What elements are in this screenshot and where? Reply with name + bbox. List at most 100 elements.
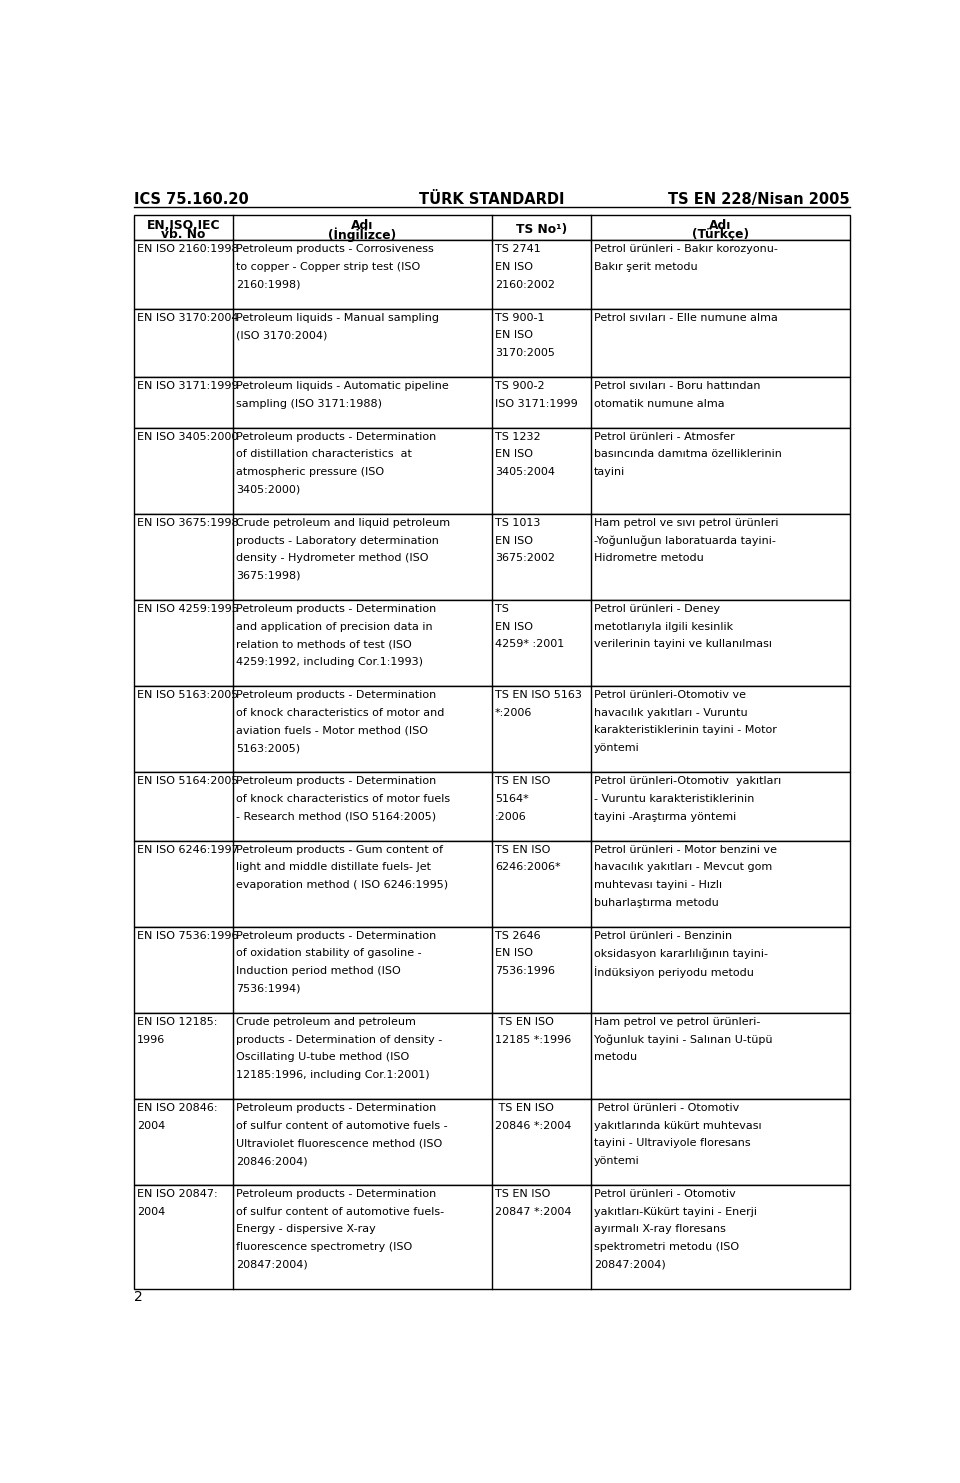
Text: 2160:2002: 2160:2002 xyxy=(495,280,555,289)
Text: Petroleum products - Determination: Petroleum products - Determination xyxy=(236,1189,436,1200)
Text: vb. No: vb. No xyxy=(161,227,205,240)
Bar xyxy=(134,1099,850,1185)
Text: yöntemi: yöntemi xyxy=(594,1157,639,1166)
Bar xyxy=(134,240,850,308)
Text: fluorescence spectrometry (ISO: fluorescence spectrometry (ISO xyxy=(236,1243,412,1252)
Text: EN ISO 3171:1999: EN ISO 3171:1999 xyxy=(137,381,239,392)
Text: Yoğunluk tayini - Salınan U-tüpü: Yoğunluk tayini - Salınan U-tüpü xyxy=(594,1035,773,1046)
Text: Petroleum products - Determination: Petroleum products - Determination xyxy=(236,604,436,614)
Text: havacılık yakıtları - Vuruntu: havacılık yakıtları - Vuruntu xyxy=(594,707,748,718)
Text: 20847:2004): 20847:2004) xyxy=(594,1261,665,1269)
Text: ISO 3171:1999: ISO 3171:1999 xyxy=(495,399,578,409)
Text: of knock characteristics of motor and: of knock characteristics of motor and xyxy=(236,707,444,718)
Text: 20847 *:2004: 20847 *:2004 xyxy=(495,1207,571,1218)
Text: 2004: 2004 xyxy=(137,1207,165,1218)
Text: 3675:2002: 3675:2002 xyxy=(495,553,555,564)
Text: 4259:1992, including Cor.1:1993): 4259:1992, including Cor.1:1993) xyxy=(236,657,422,667)
Text: EN ISO 5163:2005: EN ISO 5163:2005 xyxy=(137,690,238,700)
Bar xyxy=(134,927,850,1013)
Text: Ultraviolet fluorescence method (ISO: Ultraviolet fluorescence method (ISO xyxy=(236,1139,443,1148)
Text: Petrol ürünleri - Motor benzini ve: Petrol ürünleri - Motor benzini ve xyxy=(594,845,777,854)
Text: TS EN ISO: TS EN ISO xyxy=(495,1017,554,1026)
Text: :2006: :2006 xyxy=(495,811,527,822)
Text: TS No¹): TS No¹) xyxy=(516,224,567,236)
Text: EN ISO 4259:1995: EN ISO 4259:1995 xyxy=(137,604,239,614)
Text: muhtevası tayini - Hızlı: muhtevası tayini - Hızlı xyxy=(594,879,722,890)
Text: 5163:2005): 5163:2005) xyxy=(236,743,300,753)
Text: tayini - Ultraviyole floresans: tayini - Ultraviyole floresans xyxy=(594,1139,751,1148)
Text: ICS 75.160.20: ICS 75.160.20 xyxy=(134,191,249,206)
Text: 12185 *:1996: 12185 *:1996 xyxy=(495,1035,571,1044)
Text: Ham petrol ve sıvı petrol ürünleri: Ham petrol ve sıvı petrol ürünleri xyxy=(594,518,779,528)
Text: EN ISO: EN ISO xyxy=(495,262,533,271)
Text: products - Determination of density -: products - Determination of density - xyxy=(236,1035,443,1044)
Text: - Vuruntu karakteristiklerinin: - Vuruntu karakteristiklerinin xyxy=(594,793,755,804)
Text: Petroleum products - Determination: Petroleum products - Determination xyxy=(236,690,436,700)
Text: EN ISO 2160:1998: EN ISO 2160:1998 xyxy=(137,245,239,254)
Text: TS 900-1: TS 900-1 xyxy=(495,313,544,323)
Text: EN ISO: EN ISO xyxy=(495,331,533,340)
Bar xyxy=(134,1013,850,1099)
Text: havacılık yakıtları - Mevcut gom: havacılık yakıtları - Mevcut gom xyxy=(594,862,772,872)
Text: of oxidation stability of gasoline -: of oxidation stability of gasoline - xyxy=(236,949,421,958)
Text: EN ISO: EN ISO xyxy=(495,535,533,546)
Text: 20846 *:2004: 20846 *:2004 xyxy=(495,1121,571,1130)
Text: yöntemi: yöntemi xyxy=(594,743,639,753)
Bar xyxy=(134,377,850,429)
Text: EN ISO 5164:2005: EN ISO 5164:2005 xyxy=(137,776,238,786)
Text: EN ISO 20847:: EN ISO 20847: xyxy=(137,1189,218,1200)
Text: Crude petroleum and liquid petroleum: Crude petroleum and liquid petroleum xyxy=(236,518,450,528)
Text: TS EN ISO 5163: TS EN ISO 5163 xyxy=(495,690,582,700)
Text: metotlarıyla ilgili kesinlik: metotlarıyla ilgili kesinlik xyxy=(594,621,733,632)
Text: basıncında damıtma özelliklerinin: basıncında damıtma özelliklerinin xyxy=(594,449,781,460)
Text: ayırmalı X-ray floresans: ayırmalı X-ray floresans xyxy=(594,1225,726,1234)
Text: 6246:2006*: 6246:2006* xyxy=(495,862,561,872)
Text: otomatik numune alma: otomatik numune alma xyxy=(594,399,725,409)
Text: Energy - dispersive X-ray: Energy - dispersive X-ray xyxy=(236,1225,375,1234)
Text: TS EN ISO: TS EN ISO xyxy=(495,776,550,786)
Text: - Research method (ISO 5164:2005): - Research method (ISO 5164:2005) xyxy=(236,811,436,822)
Text: Petroleum liquids - Manual sampling: Petroleum liquids - Manual sampling xyxy=(236,313,439,323)
Text: 3405:2004: 3405:2004 xyxy=(495,467,555,478)
Text: Petrol ürünleri - Bakır korozyonu-: Petrol ürünleri - Bakır korozyonu- xyxy=(594,245,778,254)
Bar xyxy=(134,687,850,773)
Text: 3405:2000): 3405:2000) xyxy=(236,485,300,495)
Text: Oscillating U-tube method (ISO: Oscillating U-tube method (ISO xyxy=(236,1053,409,1062)
Text: -Yoğunluğun laboratuarda tayini-: -Yoğunluğun laboratuarda tayini- xyxy=(594,535,776,546)
Text: 20846:2004): 20846:2004) xyxy=(236,1157,307,1166)
Text: 2004: 2004 xyxy=(137,1121,165,1130)
Text: Crude petroleum and petroleum: Crude petroleum and petroleum xyxy=(236,1017,416,1026)
Text: Petroleum liquids - Automatic pipeline: Petroleum liquids - Automatic pipeline xyxy=(236,381,448,392)
Text: *:2006: *:2006 xyxy=(495,707,533,718)
Text: (İngilizce): (İngilizce) xyxy=(328,227,396,242)
Text: Petrol ürünleri - Benzinin: Petrol ürünleri - Benzinin xyxy=(594,931,732,940)
Text: Petrol ürünleri - Otomotiv: Petrol ürünleri - Otomotiv xyxy=(594,1189,735,1200)
Text: of knock characteristics of motor fuels: of knock characteristics of motor fuels xyxy=(236,793,450,804)
Text: EN ISO 3405:2000: EN ISO 3405:2000 xyxy=(137,432,238,442)
Text: EN ISO 3675:1998: EN ISO 3675:1998 xyxy=(137,518,239,528)
Text: atmospheric pressure (ISO: atmospheric pressure (ISO xyxy=(236,467,384,478)
Text: TS: TS xyxy=(495,604,509,614)
Bar xyxy=(134,841,850,927)
Text: yakıtları-Kükürt tayini - Enerji: yakıtları-Kükürt tayini - Enerji xyxy=(594,1207,756,1218)
Text: TS 1013: TS 1013 xyxy=(495,518,540,528)
Bar xyxy=(134,773,850,841)
Text: 5164*: 5164* xyxy=(495,793,529,804)
Text: Adı: Adı xyxy=(351,219,373,231)
Text: İndüksiyon periyodu metodu: İndüksiyon periyodu metodu xyxy=(594,965,754,979)
Text: EN ISO 6246:1997: EN ISO 6246:1997 xyxy=(137,845,239,854)
Text: spektrometri metodu (ISO: spektrometri metodu (ISO xyxy=(594,1243,739,1252)
Bar xyxy=(134,601,850,687)
Text: Adı: Adı xyxy=(709,219,732,231)
Text: density - Hydrometer method (ISO: density - Hydrometer method (ISO xyxy=(236,553,428,564)
Text: and application of precision data in: and application of precision data in xyxy=(236,621,433,632)
Text: sampling (ISO 3171:1988): sampling (ISO 3171:1988) xyxy=(236,399,382,409)
Text: of sulfur content of automotive fuels-: of sulfur content of automotive fuels- xyxy=(236,1207,444,1218)
Bar xyxy=(134,515,850,601)
Text: Petroleum products - Gum content of: Petroleum products - Gum content of xyxy=(236,845,443,854)
Text: oksidasyon kararlılığının tayini-: oksidasyon kararlılığının tayini- xyxy=(594,949,768,960)
Text: EN ISO 3170:2004: EN ISO 3170:2004 xyxy=(137,313,238,323)
Text: metodu: metodu xyxy=(594,1053,637,1062)
Text: Petroleum products - Determination: Petroleum products - Determination xyxy=(236,776,436,786)
Text: TS 1232: TS 1232 xyxy=(495,432,540,442)
